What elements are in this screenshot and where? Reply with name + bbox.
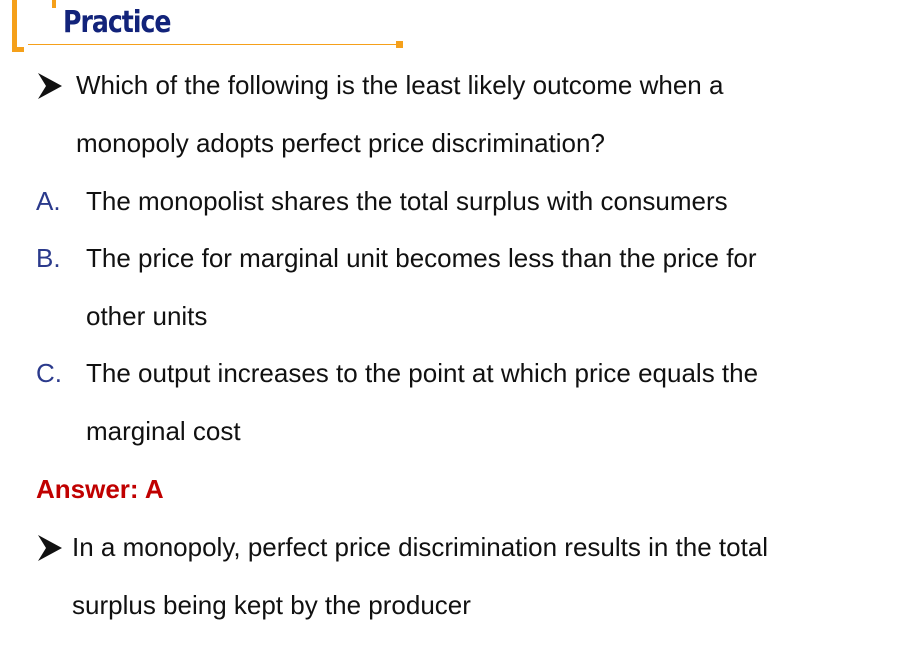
option-b-line-2: other units bbox=[86, 301, 208, 331]
header-bracket-foot bbox=[12, 47, 24, 52]
question-line-1: Which of the following is the least like… bbox=[76, 70, 724, 100]
header-bracket-vertical bbox=[12, 0, 17, 52]
option-a-line-1: The monopolist shares the total surplus … bbox=[86, 186, 728, 216]
header-title-tick bbox=[52, 0, 56, 8]
arrow-bullet-icon bbox=[38, 535, 62, 561]
title-underline bbox=[28, 44, 396, 45]
option-c-line-2: marginal cost bbox=[86, 416, 241, 446]
option-b-letter: B. bbox=[36, 243, 61, 273]
option-c-line-1: The output increases to the point at whi… bbox=[86, 358, 759, 388]
answer-label: Answer: A bbox=[36, 474, 164, 504]
question-line-2: monopoly adopts perfect price discrimina… bbox=[76, 128, 605, 158]
option-b-line-1: The price for marginal unit becomes less… bbox=[86, 243, 757, 273]
explanation-line-2: surplus being kept by the producer bbox=[72, 590, 471, 620]
title-underline-dot bbox=[396, 41, 403, 48]
arrow-bullet-icon bbox=[38, 73, 62, 99]
option-a-letter: A. bbox=[36, 186, 61, 216]
option-c-letter: C. bbox=[36, 358, 62, 388]
page-title: Practice bbox=[63, 5, 172, 40]
explanation-line-1: In a monopoly, perfect price discriminat… bbox=[72, 532, 769, 562]
